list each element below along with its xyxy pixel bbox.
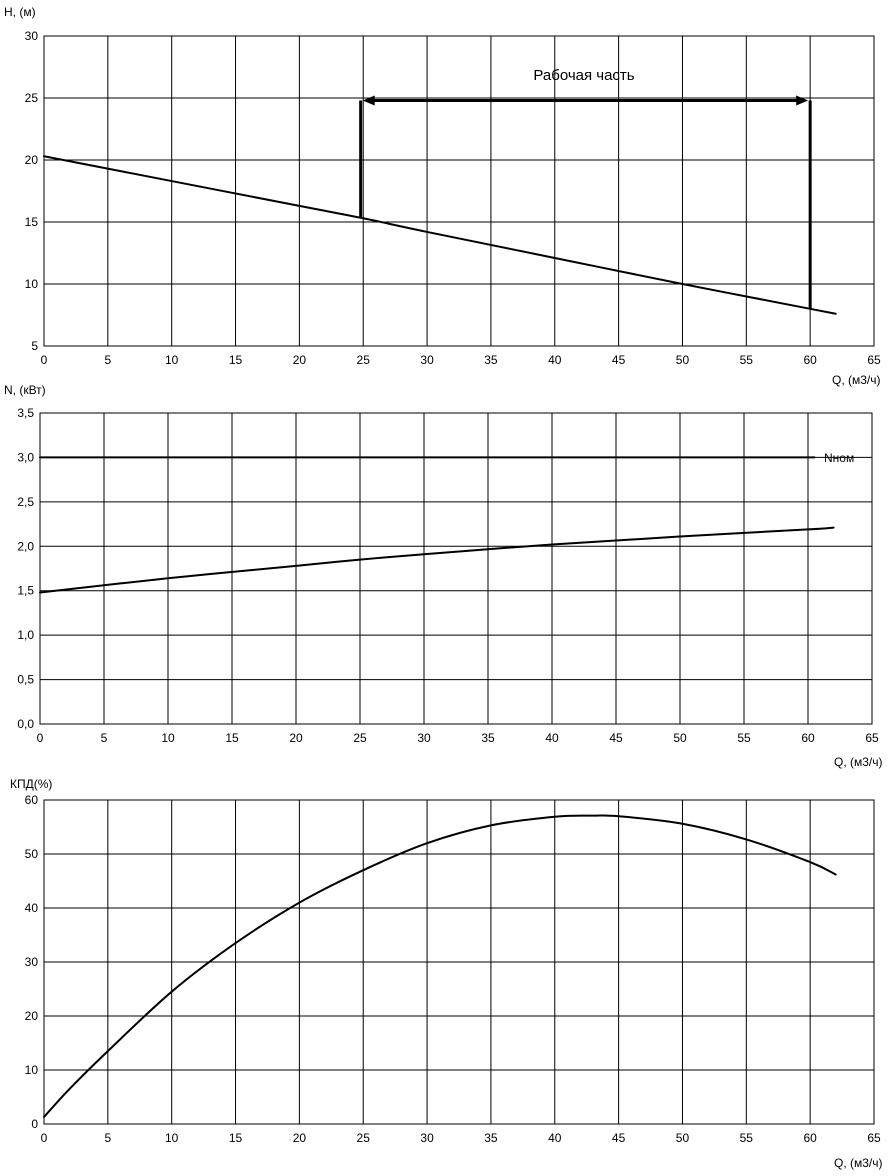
y-tick-label: 25	[25, 91, 39, 105]
nominal-power-label: Nном	[824, 451, 854, 465]
plot-frame	[39, 412, 873, 725]
x-tick-label: 15	[225, 731, 239, 745]
x-tick-label: 35	[481, 731, 495, 745]
efficiency-chart-series	[43, 814, 837, 1118]
arrow-head-right	[796, 95, 809, 106]
x-tick-label: 30	[420, 353, 434, 367]
x-tick-label: 25	[357, 1131, 371, 1145]
x-tick-label: 25	[357, 353, 371, 367]
x-tick-label: 15	[229, 1131, 243, 1145]
x-tick-label: 10	[165, 1131, 179, 1145]
y-tick-label: 10	[25, 1063, 39, 1077]
x-tick-label: 35	[484, 1131, 498, 1145]
x-tick-label: 25	[353, 731, 367, 745]
y-tick-label: 15	[25, 215, 39, 229]
x-tick-label: 65	[867, 1131, 881, 1145]
x-tick-label: 55	[737, 731, 751, 745]
power-chart-x-label: Q, (м3/ч)	[834, 755, 883, 769]
y-tick-label: 2,5	[17, 495, 34, 509]
efficiency-chart-y-label: КПД(%)	[10, 777, 52, 791]
y-tick-label: 40	[25, 901, 39, 915]
x-tick-label: 40	[548, 353, 562, 367]
x-tick-label: 5	[101, 731, 108, 745]
y-tick-label: 2,0	[17, 539, 34, 553]
x-tick-label: 15	[229, 353, 243, 367]
x-tick-label: 0	[37, 731, 44, 745]
y-tick-label: 1,5	[17, 584, 34, 598]
x-tick-label: 55	[740, 353, 754, 367]
x-tick-label: 20	[293, 353, 307, 367]
x-tick-label: 65	[867, 353, 881, 367]
y-tick-label: 20	[25, 153, 39, 167]
efficiency-chart-x-label: Q, (м3/ч)	[834, 1156, 883, 1170]
x-tick-label: 40	[545, 731, 559, 745]
x-tick-label: 60	[803, 353, 817, 367]
head-chart-series	[43, 155, 837, 315]
x-tick-label: 60	[801, 731, 815, 745]
y-tick-label: 5	[31, 339, 38, 353]
x-tick-label: 40	[548, 1131, 562, 1145]
x-tick-label: 0	[41, 1131, 48, 1145]
y-tick-label: 60	[25, 793, 39, 807]
plot-frame	[43, 799, 875, 1125]
efficiency-chart: 0 5 10 15 20 25 30 35 40 45 50 55 60 650102030405060 …	[10, 777, 883, 1170]
power-chart-series	[39, 456, 835, 594]
x-tick-label: 20	[289, 731, 303, 745]
x-tick-label: 0	[41, 353, 48, 367]
working-range-label: Рабочая часть	[533, 67, 634, 84]
x-tick-label: 45	[609, 731, 623, 745]
y-tick-label: 0,5	[17, 673, 34, 687]
y-tick-label: 3,5	[17, 406, 34, 420]
power-chart-ticks: 0 5 10 15 20 25 30 35 40 45 50 55 60 65 0,0 0,5 1,0 1,5 2,…	[17, 406, 879, 745]
x-tick-label: 5	[105, 353, 112, 367]
x-tick-label: 45	[612, 353, 626, 367]
head-chart-y-label: H, (м)	[4, 5, 36, 19]
y-tick-label: 50	[25, 847, 39, 861]
efficiency-chart-grid	[43, 799, 875, 1125]
head-chart-annotations	[359, 95, 812, 309]
y-tick-label: 30	[25, 955, 39, 969]
y-tick-label: 1,0	[17, 628, 34, 642]
head-chart-grid	[43, 35, 875, 347]
x-tick-label: 30	[417, 731, 431, 745]
plot-frame	[43, 35, 875, 347]
y-tick-label: 0,0	[17, 717, 34, 731]
series-line-0	[43, 155, 837, 315]
y-tick-label: 30	[25, 29, 39, 43]
x-tick-label: 20	[293, 1131, 307, 1145]
x-tick-label: 50	[676, 1131, 690, 1145]
x-tick-label: 45	[612, 1131, 626, 1145]
x-tick-label: 50	[673, 731, 687, 745]
power-chart-y-label: N, (кВт)	[4, 383, 46, 397]
head-chart-x-label: Q, (м3/ч)	[832, 373, 881, 387]
x-tick-label: 35	[484, 353, 498, 367]
series-line-0	[43, 814, 837, 1118]
x-tick-label: 30	[420, 1131, 434, 1145]
x-tick-label: 5	[105, 1131, 112, 1145]
x-tick-label: 60	[803, 1131, 817, 1145]
x-tick-label: 10	[165, 353, 179, 367]
y-tick-label: 0	[31, 1117, 38, 1131]
series-line-0	[39, 526, 835, 594]
x-tick-label: 65	[865, 731, 879, 745]
y-tick-label: 20	[25, 1009, 39, 1023]
power-chart: 0 5 10 15 20 25 30 35 40 45 50 55 60 65 0,0 0,5 1,0 1,5 2,…	[4, 383, 883, 769]
x-tick-label: 50	[676, 353, 690, 367]
y-tick-label: 3,0	[17, 450, 34, 464]
y-tick-label: 10	[25, 277, 39, 291]
efficiency-chart-ticks: 0 5 10 15 20 25 30 35 40 45 50 55 60 65 0 10 20 30 40 50 60	[25, 793, 881, 1145]
power-chart-grid	[39, 412, 873, 725]
arrow-head-left	[362, 95, 375, 106]
x-tick-label: 10	[161, 731, 175, 745]
x-tick-label: 55	[740, 1131, 754, 1145]
